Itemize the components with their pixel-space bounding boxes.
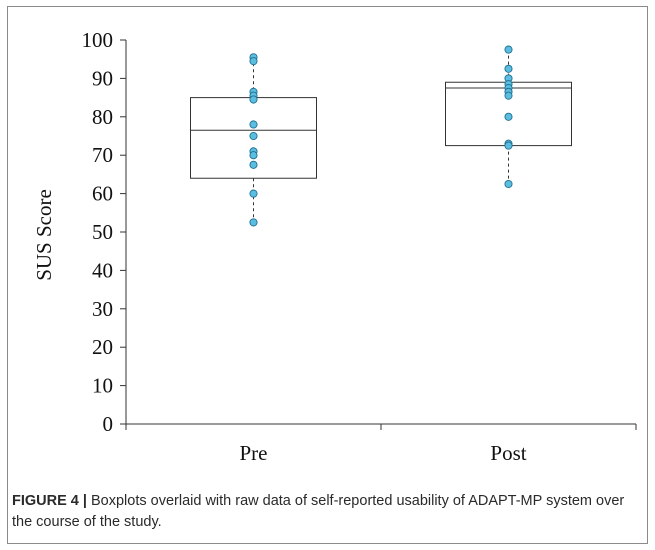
data-point — [504, 45, 513, 54]
data-point — [504, 112, 513, 121]
y-axis: 0 10 20 30 40 50 60 70 80 90 100 — [82, 28, 127, 436]
x-tick-label: Post — [490, 441, 526, 465]
caption-text: Boxplots overlaid with raw data of self-… — [12, 493, 625, 530]
data-point — [249, 218, 258, 227]
data-point — [249, 131, 258, 141]
y-tick-label: 0 — [103, 412, 114, 436]
y-axis-label: SUS Score — [32, 189, 56, 281]
y-tick-label: 20 — [92, 335, 113, 359]
y-tick-label: 70 — [92, 143, 113, 167]
boxplot-chart: 0 10 20 30 40 50 60 70 80 90 100 Pre Post SUS Score — [32, 28, 637, 465]
y-tick-label: 40 — [92, 258, 113, 282]
data-point — [249, 57, 258, 66]
x-axis: Pre Post — [125, 423, 637, 465]
y-tick-label: 30 — [92, 297, 113, 321]
y-tick-label: 10 — [92, 374, 113, 398]
caption-label: FIGURE 4 | — [12, 493, 87, 509]
boxes-layer — [190, 49, 572, 223]
data-point — [249, 95, 258, 104]
data-point — [504, 179, 513, 189]
y-tick-label: 50 — [92, 220, 113, 244]
y-tick-label: 90 — [92, 66, 113, 90]
data-point — [249, 151, 258, 160]
figure-caption: FIGURE 4 | Boxplots overlaid with raw da… — [12, 491, 632, 533]
data-point — [249, 160, 258, 169]
figure-frame — [7, 6, 648, 544]
y-tick-label: 100 — [82, 28, 114, 52]
x-tick-label: Pre — [240, 441, 268, 465]
y-tick-label: 60 — [92, 182, 113, 206]
data-point — [504, 141, 513, 150]
data-point — [249, 189, 258, 198]
data-point — [504, 64, 513, 73]
points-layer — [249, 45, 513, 227]
data-point — [504, 91, 513, 100]
y-tick-label: 80 — [92, 105, 113, 129]
data-point — [249, 120, 258, 129]
